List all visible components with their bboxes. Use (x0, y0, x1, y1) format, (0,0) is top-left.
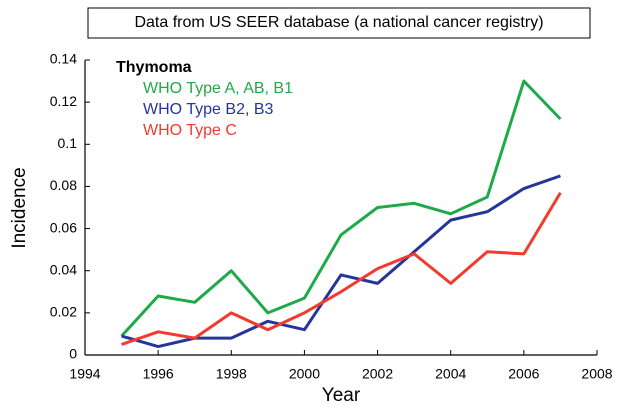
y-tick-label: 0.12 (50, 93, 77, 109)
x-tick-label: 1998 (216, 366, 247, 382)
y-tick-label: 0 (69, 346, 77, 362)
legend-entry: WHO Type A, AB, B1 (143, 80, 293, 97)
y-tick-label: 0.1 (58, 135, 78, 151)
x-axis-label: Year (322, 385, 361, 406)
x-tick-label: 2004 (435, 366, 466, 382)
y-tick-label: 0.04 (50, 261, 77, 277)
series-line (121, 191, 562, 346)
y-tick-label: 0.14 (50, 51, 77, 67)
x-tick-label: 2002 (362, 366, 393, 382)
x-tick-label: 2006 (508, 366, 539, 382)
y-tick-label: 0.02 (50, 304, 77, 320)
legend-entry: WHO Type C (143, 122, 237, 139)
x-tick-label: 1996 (143, 366, 174, 382)
series-line (121, 174, 561, 349)
chart-title: Data from US SEER database (a national c… (134, 14, 543, 31)
legend-entry: WHO Type B2, B3 (143, 101, 274, 118)
x-tick-label: 1994 (69, 366, 100, 382)
x-tick-label: 2008 (581, 366, 612, 382)
title-box (87, 7, 591, 39)
x-tick-label: 2000 (289, 366, 320, 382)
y-axis-label: Incidence (9, 167, 30, 248)
y-tick-label: 0.06 (50, 219, 77, 235)
y-tick-label: 0.08 (50, 177, 77, 193)
series-line (120, 79, 562, 338)
legend-title: Thymoma (116, 59, 192, 76)
